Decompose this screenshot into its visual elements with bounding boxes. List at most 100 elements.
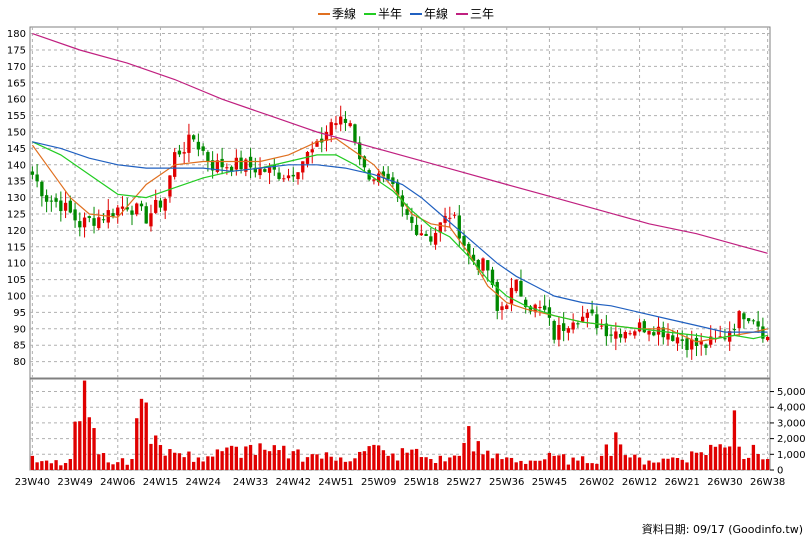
candle-body [144,206,148,224]
price-tick-label: 165 [7,78,26,89]
volume-bar [310,454,314,470]
volume-bar [144,402,148,470]
volume-bar [742,459,746,470]
volume-bar [149,443,153,470]
volume-bar [576,460,580,470]
volume-bar [68,459,72,470]
candle-body [125,207,129,210]
volume-bar [367,446,371,470]
candle-body [149,213,153,227]
volume-bar [481,454,485,470]
volume-bar [272,445,276,470]
x-tick-label: 24W15 [143,477,178,488]
candle-body [746,318,751,322]
price-tick-label: 85 [13,341,26,352]
volume-bar [97,454,101,470]
candle-body [182,152,186,154]
volume-bar [82,380,87,470]
price-tick-label: 105 [7,275,26,286]
volume-bar [609,455,613,470]
volume-bar [751,444,756,470]
candle-body [424,233,428,237]
candle-body [244,159,248,172]
candle-body [680,339,684,341]
volume-bar [566,464,571,470]
volume-bar [519,460,523,470]
volume-bar [486,450,490,470]
legend-label: 半年 [378,7,402,21]
x-tick-label: 26W12 [622,477,657,488]
volume-bar [623,455,627,470]
candle-body [263,169,267,172]
volume-tick-label: 1,000 [777,450,806,461]
volume-bar [424,457,428,470]
volume-bar [234,446,239,470]
candle-body [647,331,651,335]
volume-bar [54,460,58,470]
volume-bar [685,462,689,470]
volume-bar [448,457,452,470]
volume-bar [614,432,618,470]
x-tick-label: 26W21 [665,477,700,488]
volume-bar [756,453,760,470]
volume-bar [599,455,604,470]
x-tick-label: 25W45 [532,477,567,488]
candle-body [405,209,409,215]
x-tick-label: 24W06 [100,477,135,488]
volume-bar [746,457,751,470]
x-tick-label: 24W51 [318,477,353,488]
candle-body [661,327,665,338]
candle-body [571,322,575,330]
candle-body [334,123,338,126]
volume-bar [400,448,405,470]
volume-bar [656,462,661,470]
candle-body [495,282,499,311]
candle-body [576,323,580,325]
candle-body [163,198,167,211]
candle-body [291,174,295,177]
price-tick-label: 110 [7,259,26,270]
candle-body [628,333,632,335]
volume-plot-area [29,378,771,471]
candle-body [239,157,243,170]
volume-bar [538,460,542,470]
candle-body [301,161,305,173]
volume-bar [301,461,305,470]
candle-body [609,334,613,336]
candle-body [505,305,509,310]
price-tick-label: 135 [7,177,26,188]
candle-body [637,322,642,332]
candle-body [590,309,594,314]
candle-body [253,167,257,173]
volume-bar [552,455,556,470]
candle-body [690,339,694,350]
candle-body [580,316,585,322]
candle-body [329,122,333,136]
candle-body [623,331,627,339]
candle-body [552,320,556,340]
candle-body [63,202,68,211]
volume-bar [267,451,272,470]
volume-bar [405,452,409,470]
candle-body [756,321,760,327]
price-tick-label: 100 [7,291,26,302]
x-tick-label: 23W40 [15,477,50,488]
candle-body [54,198,58,202]
volume-bar [40,461,44,470]
candle-body [467,243,471,256]
candle-body [585,312,590,318]
price-tick-label: 145 [7,144,26,155]
candle-body [685,338,689,350]
volume-bar [471,451,476,470]
candle-body [699,341,703,345]
price-tick-label: 115 [7,242,26,253]
candle-body [618,333,623,338]
candle-body [723,338,727,340]
candle-body [120,206,125,209]
candle-body [476,260,480,270]
ma-line-半年 [32,141,768,340]
candle-body [666,333,670,340]
candle-body [82,217,87,228]
volume-bar [590,463,594,470]
